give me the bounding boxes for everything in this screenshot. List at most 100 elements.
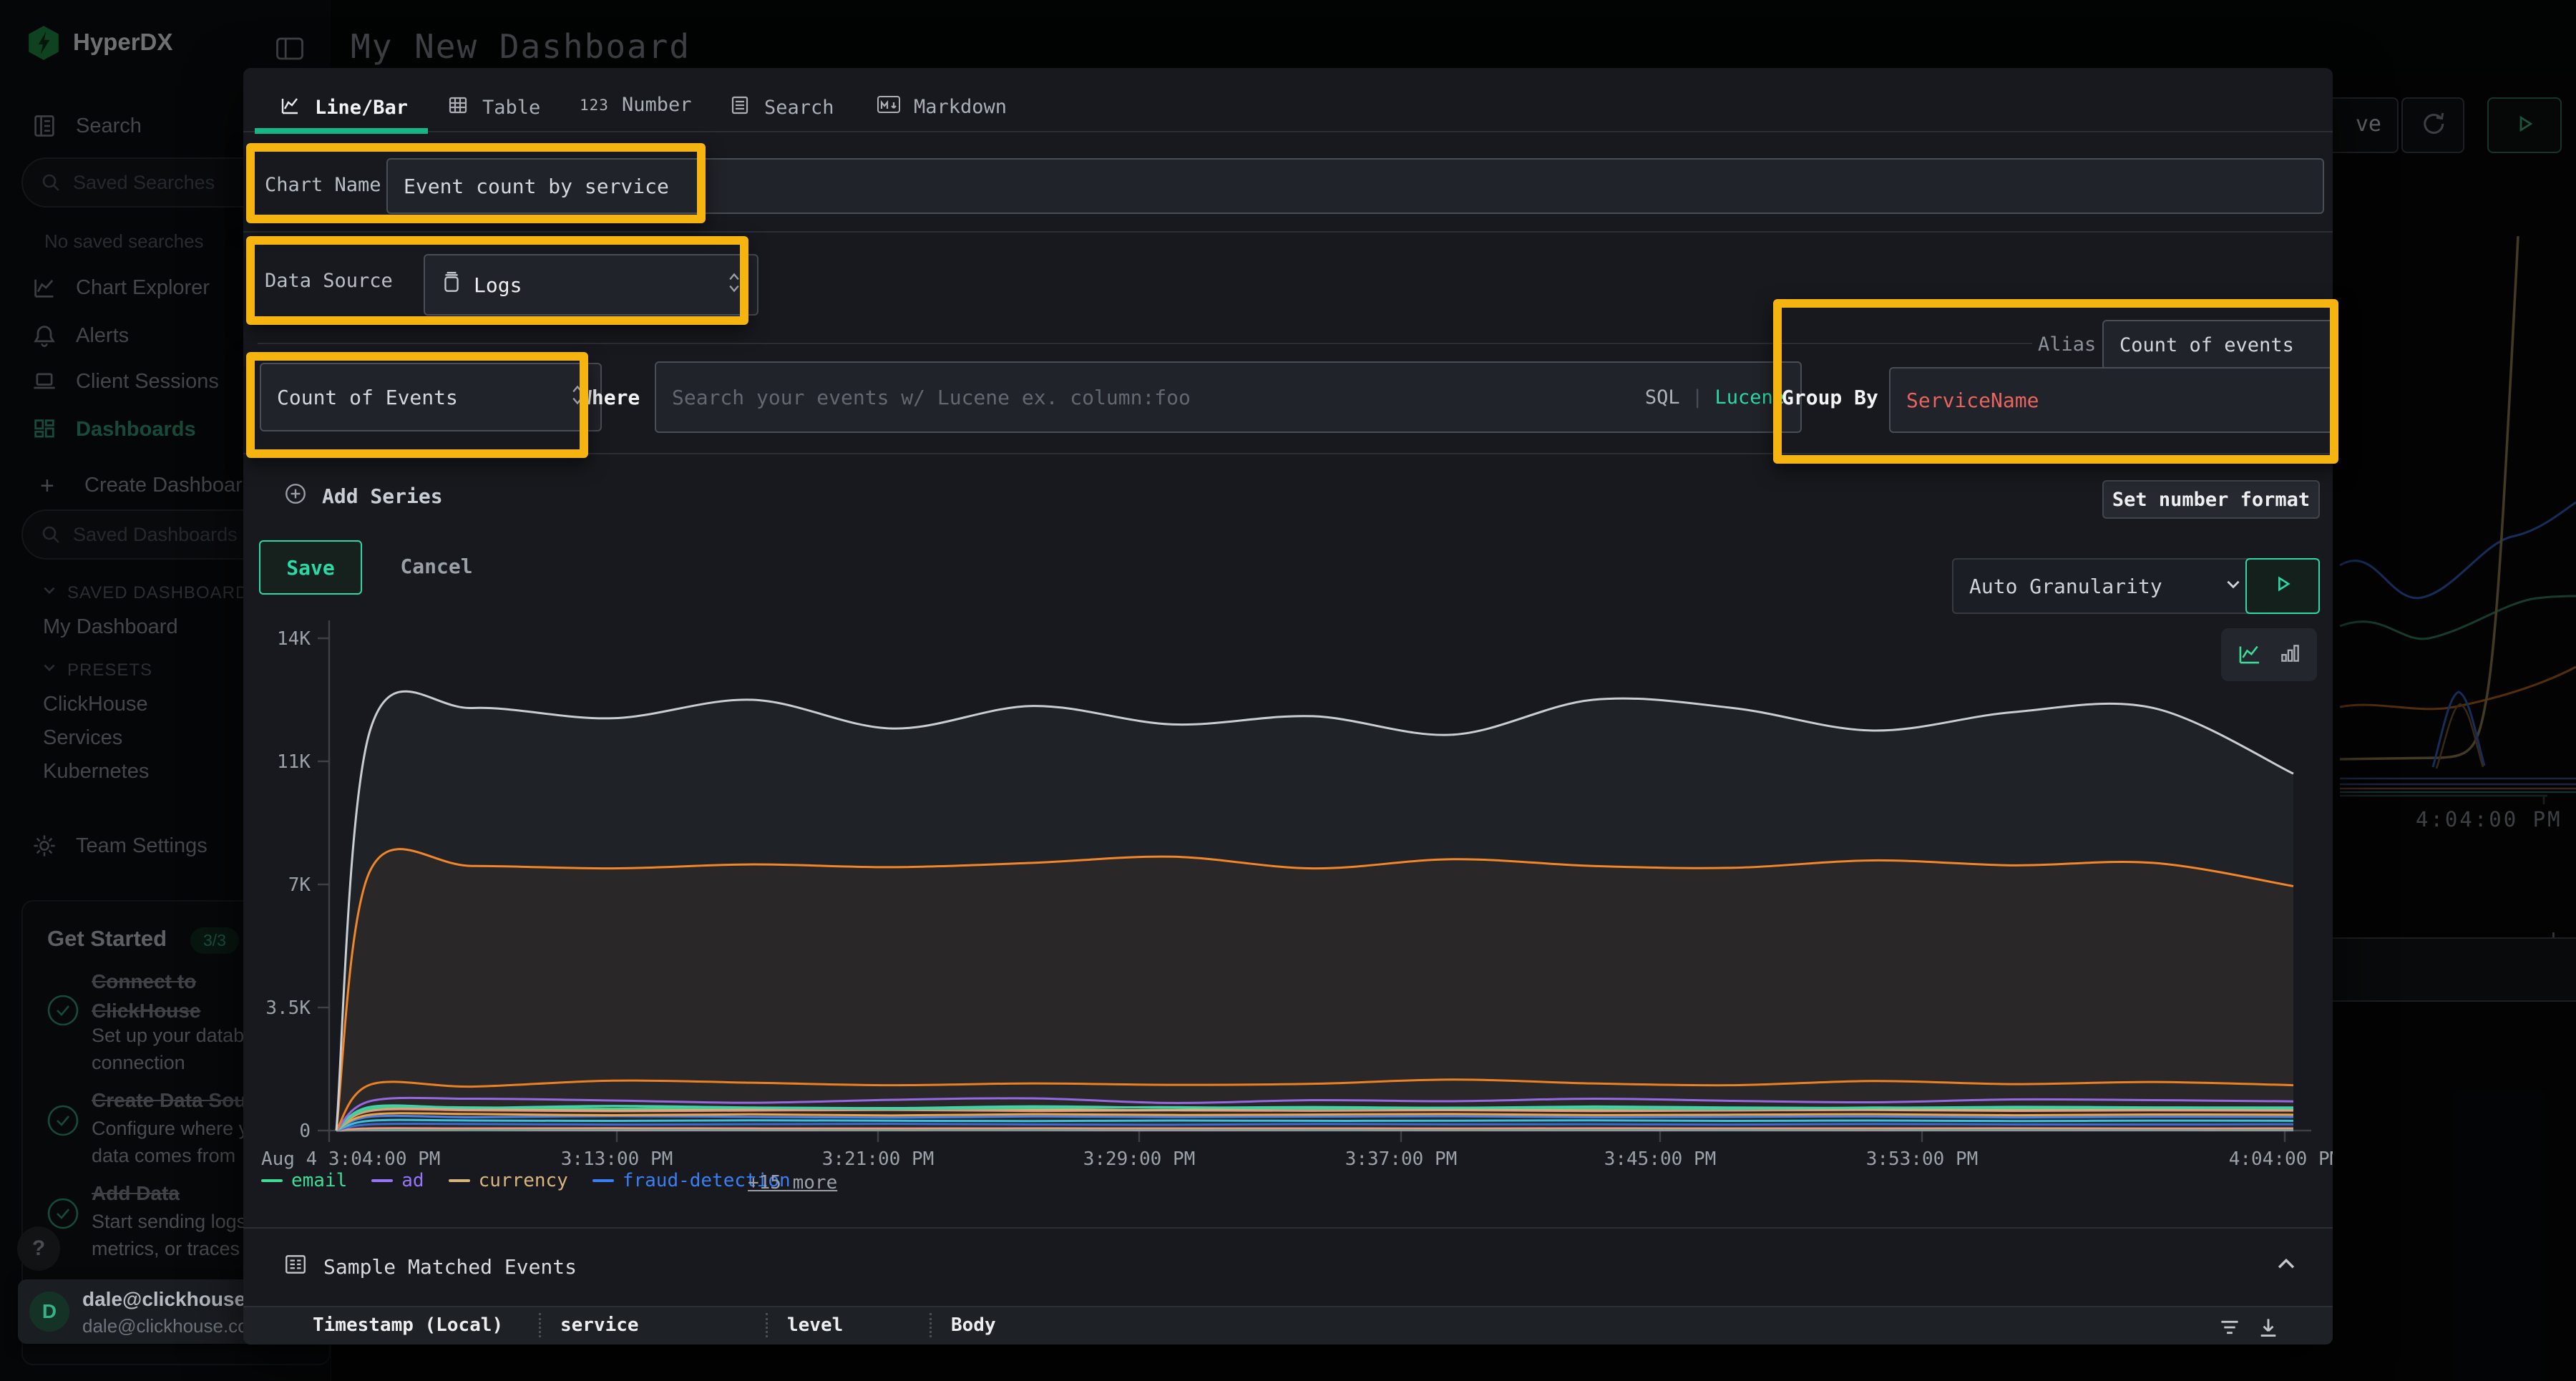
database-icon bbox=[441, 271, 462, 299]
tab-markdown[interactable]: Markdown bbox=[877, 94, 1007, 120]
save-button[interactable]: Save bbox=[259, 540, 362, 595]
legend-dash-icon bbox=[448, 1179, 470, 1182]
y-axis-tick: 11K bbox=[277, 751, 311, 773]
group-by-input[interactable]: ServiceName bbox=[1889, 367, 2333, 433]
tab-line-bar[interactable]: Line/Bar bbox=[279, 94, 408, 122]
column-header[interactable]: Body bbox=[951, 1314, 996, 1336]
series-divider bbox=[258, 343, 2032, 344]
granularity-select[interactable]: Auto Granularity bbox=[1952, 558, 2260, 614]
legend-item[interactable]: email bbox=[261, 1170, 347, 1191]
document-icon bbox=[728, 94, 751, 122]
x-axis-tick: 3:21:00 PM bbox=[822, 1148, 935, 1170]
chart-legend: email ad currency fraud-detection bbox=[261, 1170, 815, 1191]
x-axis-tick: Aug 4 3:04:00 PM bbox=[261, 1148, 440, 1170]
events-table-header: Timestamp (Local) service level Body bbox=[243, 1306, 2333, 1345]
highlight-chart-name bbox=[246, 143, 706, 223]
chart-series-line bbox=[336, 1123, 2294, 1132]
data-source-select[interactable]: Logs bbox=[424, 254, 758, 316]
filter-icon[interactable] bbox=[2217, 1314, 2243, 1343]
y-axis-tick: 0 bbox=[299, 1121, 311, 1142]
chart-series-line bbox=[335, 690, 2294, 1131]
chart-editor-modal: Line/Bar Table 123 Number Search Markdow… bbox=[243, 68, 2333, 1345]
legend-dash-icon bbox=[261, 1179, 283, 1182]
where-placeholder: Search your events w/ Lucene ex. column:… bbox=[672, 385, 1191, 409]
select-chevrons-icon bbox=[727, 272, 741, 298]
alias-input[interactable]: Count of events bbox=[2102, 320, 2333, 370]
legend-label: ad bbox=[401, 1170, 424, 1191]
column-separator bbox=[930, 1313, 932, 1337]
data-source-label: Data Source bbox=[265, 270, 393, 292]
chart-series-line bbox=[335, 1078, 2294, 1131]
alias-label: Alias bbox=[2038, 333, 2097, 356]
tabs-divider bbox=[243, 131, 2333, 132]
group-by-label: Group By bbox=[1782, 386, 1878, 409]
chart-series-line bbox=[336, 1112, 2294, 1132]
sample-events-header[interactable]: Sample Matched Events bbox=[283, 1252, 577, 1282]
line-chart-toggle-icon[interactable] bbox=[2236, 640, 2263, 670]
line-chart-icon bbox=[279, 94, 302, 122]
x-axis-tick: 3:29:00 PM bbox=[1083, 1148, 1196, 1170]
legend-label: email bbox=[291, 1170, 348, 1191]
list-icon bbox=[283, 1252, 308, 1282]
legend-dash-icon bbox=[371, 1179, 394, 1182]
section-divider bbox=[243, 231, 2333, 233]
download-icon[interactable] bbox=[2255, 1314, 2281, 1343]
sql-mode-toggle[interactable]: SQL bbox=[1644, 386, 1680, 409]
chart-series-line bbox=[335, 848, 2294, 1131]
column-header[interactable]: level bbox=[787, 1314, 844, 1336]
section-divider bbox=[243, 453, 2333, 454]
main-chart: 0 3.5K 7K 11K 14K Aug 4 3:04:00 PM 3:13:00 PM 3… bbox=[261, 620, 2333, 1170]
section-divider bbox=[243, 1227, 2333, 1229]
chart-series-line bbox=[336, 1118, 2294, 1132]
user-name: dale@clickhouse.c bbox=[82, 1288, 263, 1310]
column-header[interactable]: service bbox=[560, 1314, 639, 1336]
chart-series-line bbox=[336, 1127, 2294, 1132]
table-icon bbox=[447, 94, 469, 122]
y-axis-tick: 7K bbox=[288, 874, 311, 896]
legend-label: fraud-detection bbox=[622, 1170, 791, 1191]
aggregation-select[interactable]: Count of Events bbox=[260, 363, 602, 431]
chevron-down-icon bbox=[2224, 575, 2243, 598]
lucene-mode-toggle[interactable]: Lucene bbox=[1714, 386, 1785, 409]
play-icon bbox=[2273, 574, 2293, 599]
plus-circle-icon bbox=[283, 482, 308, 511]
chart-name-input[interactable]: Event count by service bbox=[386, 158, 2324, 214]
chart-name-label: Chart Name bbox=[265, 174, 381, 196]
bar-chart-toggle-icon[interactable] bbox=[2278, 641, 2302, 668]
tab-number[interactable]: 123 Number bbox=[580, 94, 692, 116]
legend-item[interactable]: fraud-detection bbox=[592, 1170, 791, 1191]
x-axis-tick: 4:04:00 PM bbox=[2229, 1148, 2333, 1170]
legend-dash-icon bbox=[592, 1179, 614, 1182]
set-number-format-button[interactable]: Set number format bbox=[2102, 480, 2320, 519]
markdown-icon bbox=[877, 94, 901, 120]
column-separator bbox=[766, 1313, 768, 1337]
where-label: Where bbox=[580, 386, 640, 409]
x-axis-tick: 3:53:00 PM bbox=[1866, 1148, 1979, 1170]
y-axis-tick: 3.5K bbox=[265, 997, 311, 1019]
highlight-group-by bbox=[1773, 299, 2338, 464]
chart-series-line bbox=[336, 1128, 2294, 1132]
y-axis-tick: 14K bbox=[277, 628, 311, 650]
column-header[interactable]: Timestamp (Local) bbox=[313, 1314, 504, 1336]
chart-type-toggle bbox=[2221, 628, 2317, 681]
where-input[interactable]: Search your events w/ Lucene ex. column:… bbox=[655, 361, 1802, 433]
chart-series-line bbox=[336, 1104, 2294, 1132]
avatar: D bbox=[29, 1292, 69, 1332]
legend-item[interactable]: currency bbox=[448, 1170, 568, 1191]
chart-series-line bbox=[335, 1096, 2294, 1132]
collapse-section-icon[interactable] bbox=[2274, 1252, 2298, 1279]
play-chart-button[interactable] bbox=[2245, 558, 2320, 614]
tab-table[interactable]: Table bbox=[447, 94, 540, 122]
add-series-button[interactable]: Add Series bbox=[283, 482, 443, 511]
x-axis-tick: 3:45:00 PM bbox=[1604, 1148, 1717, 1170]
number-123-icon: 123 bbox=[580, 96, 609, 114]
legend-item[interactable]: ad bbox=[371, 1170, 424, 1191]
tab-search[interactable]: Search bbox=[728, 94, 834, 122]
column-separator bbox=[539, 1313, 541, 1337]
highlight-data-source bbox=[246, 236, 748, 325]
active-tab-indicator bbox=[255, 128, 428, 134]
legend-label: currency bbox=[478, 1170, 568, 1191]
cancel-button[interactable]: Cancel bbox=[400, 554, 473, 578]
legend-more-link[interactable]: +15 more bbox=[748, 1172, 838, 1194]
